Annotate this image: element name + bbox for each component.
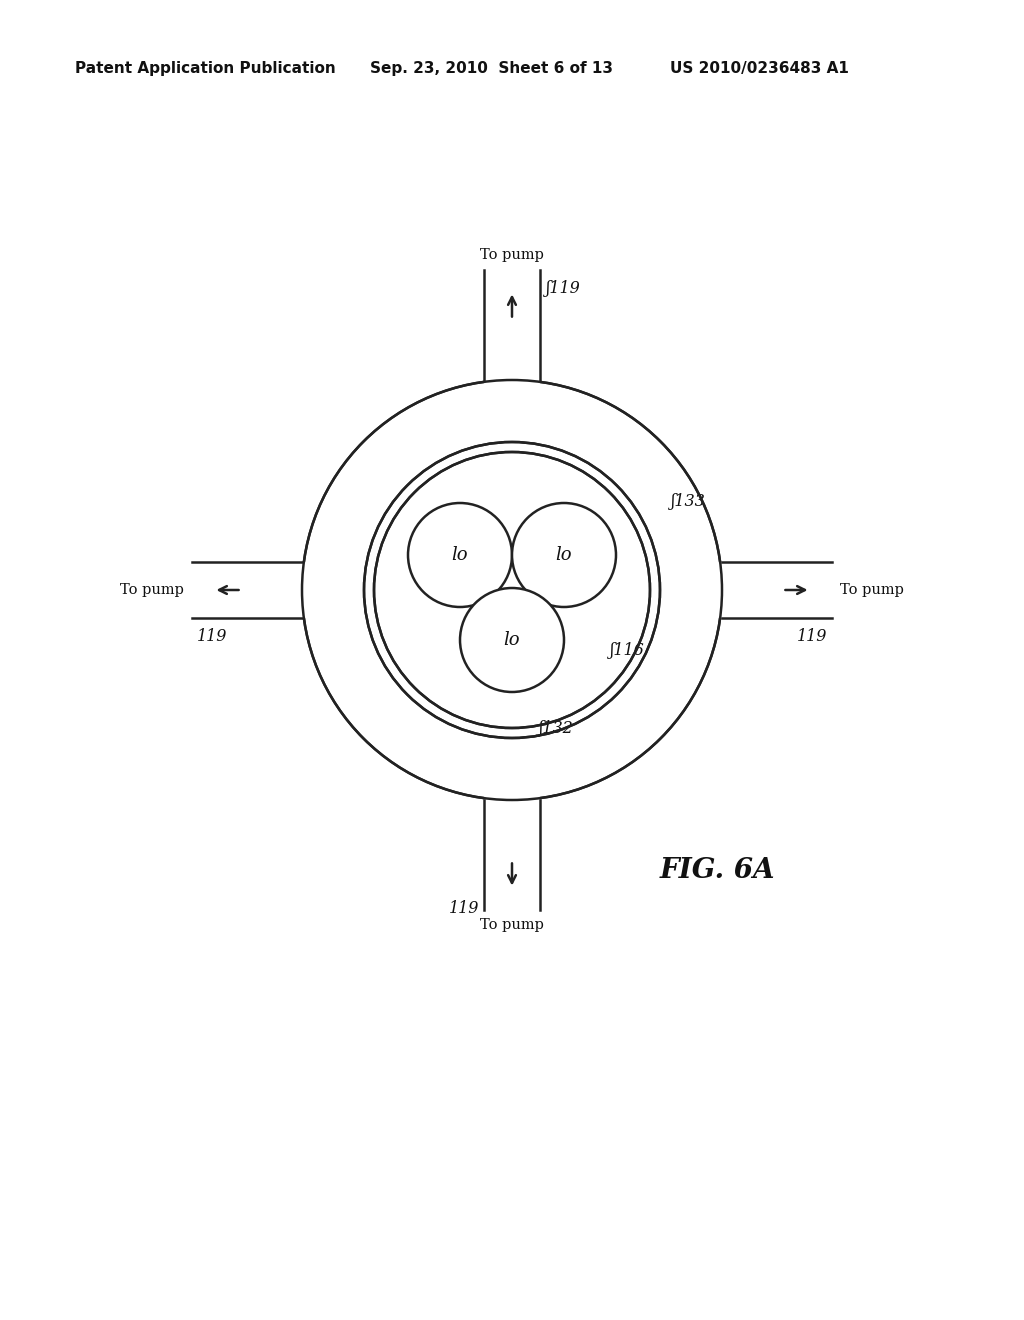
Text: To pump: To pump: [120, 583, 184, 597]
Text: Sep. 23, 2010  Sheet 6 of 13: Sep. 23, 2010 Sheet 6 of 13: [370, 61, 613, 75]
Bar: [484, 271, 540, 385]
Text: ʃ132: ʃ132: [539, 721, 573, 738]
Circle shape: [460, 587, 564, 692]
Text: ʃ133: ʃ133: [671, 494, 706, 511]
Text: To pump: To pump: [480, 248, 544, 261]
Text: To pump: To pump: [840, 583, 904, 597]
Circle shape: [408, 503, 512, 607]
Bar: [484, 795, 540, 915]
Text: lo: lo: [452, 546, 468, 564]
Text: lo: lo: [556, 546, 572, 564]
Text: FIG. 6A: FIG. 6A: [660, 857, 775, 883]
Text: Patent Application Publication: Patent Application Publication: [75, 61, 336, 75]
Circle shape: [512, 503, 616, 607]
Bar: [717, 562, 837, 618]
Text: To pump: To pump: [480, 917, 544, 932]
Text: ʃ119: ʃ119: [546, 280, 581, 297]
Bar: [193, 562, 307, 618]
Text: 119: 119: [449, 900, 479, 917]
Text: ʃ116: ʃ116: [610, 643, 644, 660]
Text: 119: 119: [797, 628, 827, 645]
Text: US 2010/0236483 A1: US 2010/0236483 A1: [670, 61, 849, 75]
Text: 119: 119: [197, 628, 227, 645]
Text: lo: lo: [504, 631, 520, 649]
